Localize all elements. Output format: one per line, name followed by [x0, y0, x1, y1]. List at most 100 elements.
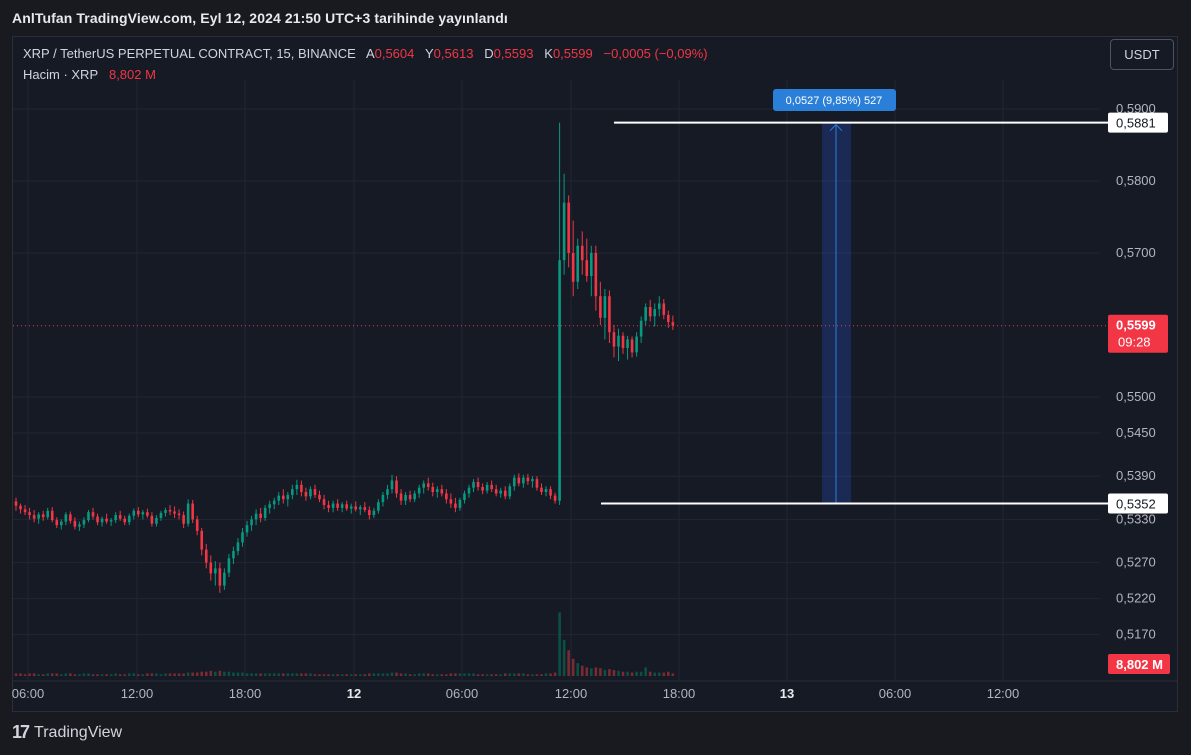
candle-body	[467, 487, 471, 494]
volume-bar	[522, 673, 525, 676]
x-tick-label: 12:00	[555, 686, 588, 701]
candle-body	[82, 520, 86, 525]
volume-bar	[209, 670, 213, 676]
candle-body	[408, 494, 412, 500]
volume-bar	[449, 673, 453, 676]
candle-body	[209, 562, 213, 574]
volume-bar	[272, 673, 276, 676]
candle-body	[599, 296, 602, 318]
lower-price-tag-box	[1108, 493, 1168, 514]
candle-body	[621, 335, 625, 349]
volume-bar	[621, 671, 625, 676]
candle-body	[73, 520, 77, 527]
x-tick-label: 18:00	[229, 686, 262, 701]
candle-body	[368, 510, 371, 516]
candle-body	[277, 495, 281, 501]
candle-body	[576, 245, 580, 282]
candle-body	[667, 314, 670, 323]
price-axis: 0,5900 0,5800 0,5700 0,5500 0,5450 0,5390 0,53…	[1108, 101, 1170, 674]
volume-bar	[32, 673, 36, 676]
candle-body	[313, 489, 317, 495]
candle-body	[155, 517, 158, 524]
volume-bar	[435, 674, 439, 676]
candle-body	[60, 521, 63, 526]
candle-body	[159, 512, 163, 518]
volume-bar	[549, 673, 552, 676]
candle-body	[417, 487, 421, 494]
volume-bar	[250, 673, 253, 676]
candle-body	[395, 480, 398, 494]
candle-body	[399, 493, 403, 501]
volume-bar	[458, 673, 462, 676]
candle-body	[150, 515, 154, 524]
candle-body	[639, 320, 643, 337]
candle-body	[535, 479, 539, 488]
candle-body	[109, 520, 113, 522]
currency-button[interactable]: USDT	[1110, 39, 1174, 70]
candle-body	[585, 260, 589, 277]
candle-body	[580, 245, 584, 261]
volume-bar	[191, 672, 194, 676]
volume-bar	[146, 673, 149, 676]
volume-bar	[594, 667, 598, 676]
volume-bar	[241, 672, 244, 676]
volume-bar	[168, 673, 172, 676]
candle-body	[281, 495, 285, 500]
symbol-name: XRP / TetherUS PERPETUAL CONTRACT, 15, B…	[23, 46, 356, 61]
candle-body	[232, 551, 235, 559]
candle-body	[490, 484, 493, 490]
volume-bar	[91, 674, 95, 676]
volume-bar	[590, 668, 593, 676]
candle-body	[250, 519, 253, 526]
tradingview-logo-icon: 17	[12, 722, 30, 742]
volume-bar	[485, 674, 489, 676]
volume-bar	[327, 674, 330, 676]
candle-body	[553, 495, 557, 501]
candle-body	[127, 515, 131, 523]
volume-bar	[23, 674, 27, 676]
volume-bar	[630, 672, 634, 676]
volume-bar	[82, 673, 86, 676]
measure-arrow-head	[829, 123, 843, 132]
candle-body	[41, 514, 45, 518]
candle-body	[349, 506, 353, 509]
volume-bar	[318, 674, 321, 676]
candle-body	[363, 507, 367, 511]
volume-bar	[214, 671, 217, 676]
volume-bar	[657, 672, 661, 676]
candle-body	[458, 499, 462, 508]
candle-body	[503, 490, 507, 497]
candle-body	[268, 504, 271, 508]
change-value: −0,0005 (−0,09%)	[603, 46, 708, 61]
y-tick-label: 0,5450	[1116, 425, 1156, 440]
candle-body	[662, 303, 666, 315]
volume-bar	[562, 639, 566, 676]
candle-body	[272, 500, 276, 505]
volume-bar	[635, 671, 638, 676]
volume-bar	[309, 673, 312, 676]
volume-bar	[603, 669, 607, 676]
candle-body	[413, 493, 416, 500]
volume-bar	[200, 671, 204, 676]
volume-bar	[544, 673, 548, 676]
candle-body	[422, 483, 425, 488]
candle-body	[386, 489, 389, 495]
candle-body	[195, 519, 199, 531]
candle-body	[168, 510, 172, 512]
volume-bar	[526, 674, 530, 676]
volume-bar	[182, 673, 185, 676]
close-label: K	[544, 46, 553, 61]
volume-bar	[467, 673, 471, 676]
volume-bar	[553, 672, 557, 676]
candle-body	[182, 515, 185, 524]
brand-name: TradingView	[34, 723, 123, 741]
candle-body	[191, 503, 194, 520]
volume-bar	[576, 663, 580, 676]
candle-body	[513, 477, 516, 487]
chart-panel[interactable]	[12, 36, 1178, 712]
volume-bar	[73, 674, 77, 676]
volume-bar	[368, 673, 371, 676]
candle-body	[69, 514, 72, 521]
volume-bar	[426, 673, 430, 676]
